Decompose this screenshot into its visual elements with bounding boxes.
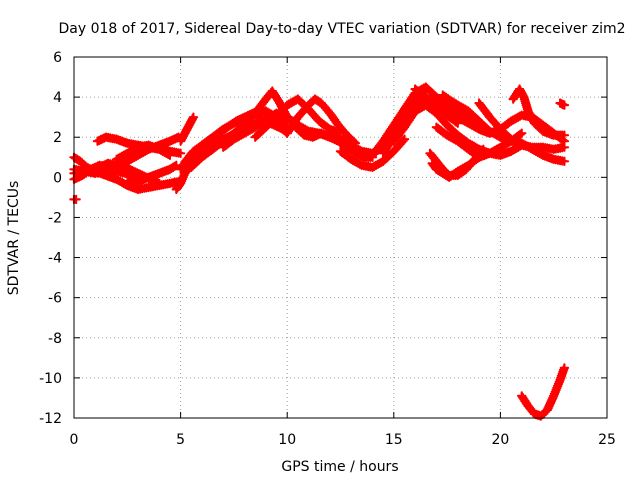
x-tick-label: 0 bbox=[70, 432, 79, 448]
series-markers bbox=[175, 112, 199, 146]
y-tick-label: -6 bbox=[48, 291, 62, 307]
series-track-07 bbox=[122, 160, 181, 189]
series-track-18 bbox=[367, 82, 484, 160]
series-markers bbox=[122, 160, 181, 189]
series-track-23 bbox=[427, 152, 484, 182]
x-tick-label: 5 bbox=[176, 432, 185, 448]
x-tick-label: 10 bbox=[278, 432, 296, 448]
y-tick-label: 4 bbox=[53, 90, 62, 106]
x-tick-label: 15 bbox=[385, 432, 403, 448]
series-track-10 bbox=[175, 112, 199, 146]
x-tick-label: 25 bbox=[598, 432, 616, 448]
series-track-28 bbox=[555, 98, 570, 110]
y-tick-label: -12 bbox=[39, 411, 62, 427]
plot-frame bbox=[73, 56, 608, 419]
y-tick-label: -8 bbox=[48, 331, 62, 347]
x-tick-label: 20 bbox=[491, 432, 509, 448]
y-tick-label: -10 bbox=[39, 371, 62, 387]
y-tick-label: -2 bbox=[48, 210, 62, 226]
series-track-29 bbox=[69, 194, 81, 205]
y-tick-label: 2 bbox=[53, 130, 62, 146]
data-series bbox=[69, 82, 570, 421]
series-track-27 bbox=[508, 84, 570, 140]
series-markers bbox=[555, 98, 570, 110]
y-axis-label: SDTVAR / TECUs bbox=[6, 181, 22, 296]
series-markers bbox=[508, 84, 570, 140]
series-markers bbox=[427, 152, 484, 182]
series-markers bbox=[250, 94, 346, 142]
x-axis-label: GPS time / hours bbox=[281, 459, 398, 475]
y-tick-label: 6 bbox=[53, 50, 62, 66]
series-track-14 bbox=[250, 94, 346, 142]
series-markers bbox=[69, 194, 81, 205]
series-track-26 bbox=[474, 98, 570, 154]
series-markers bbox=[474, 98, 570, 154]
series-markers bbox=[282, 94, 361, 148]
chart-title: Day 018 of 2017, Sidereal Day-to-day VTE… bbox=[59, 21, 626, 37]
series-markers bbox=[517, 363, 570, 421]
series-markers bbox=[367, 82, 484, 160]
series-track-30 bbox=[517, 363, 570, 421]
series-track-16 bbox=[335, 134, 410, 172]
series-markers bbox=[335, 134, 410, 172]
series-track-06 bbox=[111, 140, 175, 164]
y-tick-label: -4 bbox=[48, 251, 62, 267]
y-tick-label: 0 bbox=[53, 170, 62, 186]
series-markers bbox=[111, 140, 175, 164]
series-track-15 bbox=[282, 94, 361, 148]
